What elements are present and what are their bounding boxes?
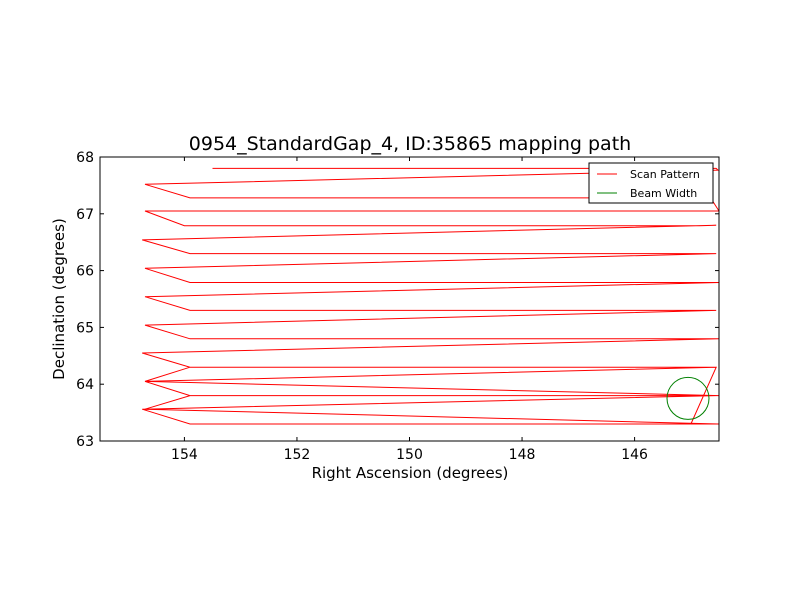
x-tick-label: 146 bbox=[621, 447, 648, 463]
y-tick-label: 67 bbox=[76, 207, 94, 223]
x-tick-label: 154 bbox=[171, 447, 198, 463]
legend-box bbox=[588, 162, 714, 204]
y-tick-label: 66 bbox=[76, 264, 94, 280]
legend-label-scan-pattern: Scan Pattern bbox=[630, 168, 700, 181]
y-tick-label: 65 bbox=[76, 320, 94, 336]
x-axis: 154 152 150 148 146 bbox=[171, 157, 648, 463]
chart-title: 0954_StandardGap_4, ID:35865 mapping pat… bbox=[189, 133, 631, 155]
y-tick-label: 68 bbox=[76, 150, 94, 166]
y-axis-label: Declination (degrees) bbox=[50, 218, 68, 380]
legend: Scan Pattern Beam Width bbox=[588, 162, 714, 204]
y-tick-label: 63 bbox=[76, 434, 94, 450]
x-tick-label: 152 bbox=[284, 447, 311, 463]
beam-width-circle bbox=[666, 376, 710, 420]
x-tick-label: 148 bbox=[509, 447, 536, 463]
y-axis: 63 64 65 66 67 68 bbox=[76, 150, 719, 450]
x-tick-label: 150 bbox=[396, 447, 423, 463]
x-axis-label: Right Ascension (degrees) bbox=[312, 464, 509, 482]
legend-label-beam-width: Beam Width bbox=[630, 187, 697, 200]
y-tick-label: 64 bbox=[76, 377, 94, 393]
scan-pattern-line bbox=[142, 167, 719, 425]
plot-area bbox=[142, 167, 719, 425]
